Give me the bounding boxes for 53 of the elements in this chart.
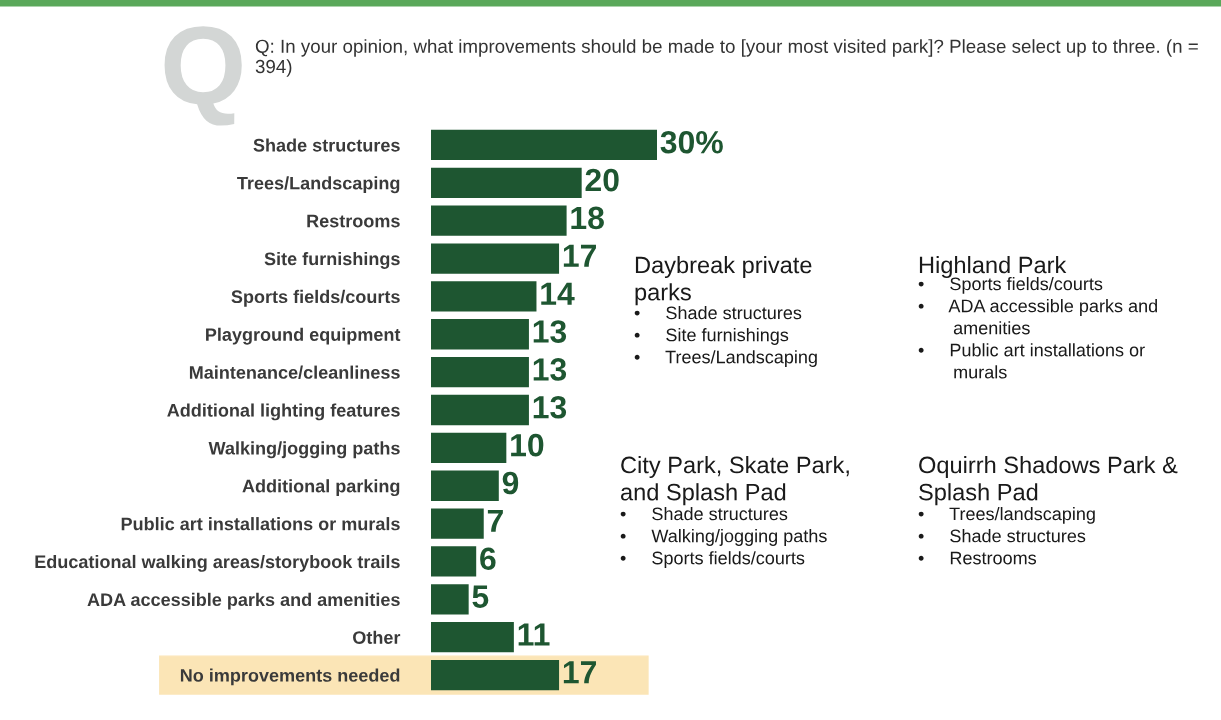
annotation: Daybreak private parks [635, 256, 812, 306]
y-tick-label: Public art installations or murals [121, 517, 400, 531]
bar [431, 394, 529, 426]
y-tick-label: ADA accessible parks and amenities [87, 592, 400, 610]
y-tick-label: Additional lighting features [167, 403, 400, 421]
y-tick-label: Shade structures [253, 138, 400, 152]
data-label: 9 [502, 471, 519, 495]
text: • Sports fields/courts • ADA accessible parks and amenities • Public art installations or murals [918, 277, 1157, 379]
bar [431, 432, 507, 464]
bar [431, 319, 529, 350]
annotation: • Shade structures • Walking/jogging paths • Sports fields/courts [620, 507, 827, 568]
y-tick-label: Additional parking [242, 479, 400, 497]
annotation: • Shade structures • Site furnishings • Trees/Landscaping [634, 306, 817, 367]
data-label: 30% [660, 130, 723, 154]
data-label: 10 [511, 433, 544, 457]
data-label: 13 [533, 358, 567, 381]
bar [431, 622, 514, 653]
bar [431, 356, 529, 388]
bar [431, 243, 560, 274]
annotation: City Park, Skate Park, and Splash Pad [621, 456, 849, 506]
data-label: 7 [487, 509, 503, 532]
data-label: 13 [533, 320, 567, 343]
data-label: 17 [563, 661, 596, 684]
bar [431, 205, 567, 236]
data-label: 17 [563, 244, 596, 267]
y-tick-label: Walking/jogging paths [208, 441, 400, 459]
y-tick-label: Playground equipment [206, 327, 401, 345]
data-label: 20 [585, 168, 619, 192]
text: Q: In your opinion, what improvements should be made to [your most visited park]? Please select up to three. (n = 394) [255, 39, 1198, 77]
y-tick-label: Site furnishings [264, 251, 400, 269]
data-label: 13 [533, 395, 567, 419]
y-tick-label: Maintenance/cleanliness [189, 365, 400, 380]
bar [431, 508, 484, 539]
bar [431, 546, 477, 577]
y-tick-label: Educational walking areas/storybook trails [35, 554, 400, 572]
y-tick-label: Trees/Landscaping [237, 176, 400, 194]
data-label: 6 [480, 547, 496, 571]
bar [431, 167, 582, 198]
data-label: 14 [541, 282, 575, 305]
bar [431, 584, 469, 615]
text: • Trees/landscaping • Shade structures • Restrooms [918, 507, 1095, 565]
data-label: 18 [571, 206, 604, 230]
y-tick-label: Restrooms [307, 214, 400, 228]
data-label: 5 [472, 585, 489, 608]
data-label: 11 [518, 623, 550, 646]
text: Oquirrh Shadows Park & Splash Pad [919, 456, 1178, 506]
bar [431, 129, 657, 161]
bar [431, 470, 499, 501]
y-tick-label: Sports fields/courts [231, 289, 400, 307]
bar [431, 281, 537, 312]
bar [431, 659, 560, 691]
y-tick-label: No improvements needed [180, 668, 400, 686]
y-tick-label: Other [353, 630, 401, 644]
